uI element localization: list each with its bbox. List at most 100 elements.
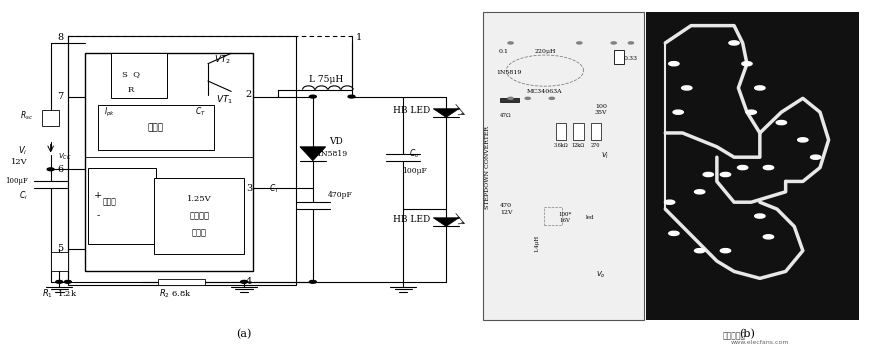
Text: $V_i$: $V_i$ (18, 144, 27, 156)
Text: 3: 3 (246, 184, 252, 193)
Text: HB LED: HB LED (393, 106, 430, 115)
Circle shape (241, 281, 248, 283)
Circle shape (754, 214, 765, 218)
Polygon shape (433, 109, 459, 117)
Bar (87, 168, 156, 244)
Text: L 75μH: L 75μH (309, 75, 343, 84)
Text: www.elecfans.com: www.elecfans.com (731, 340, 789, 345)
Text: STEPDOWN CONVERTER: STEPDOWN CONVERTER (485, 126, 490, 209)
Text: 2: 2 (246, 90, 252, 99)
Bar (556, 122, 567, 140)
Text: 0.1: 0.1 (498, 49, 509, 54)
Circle shape (810, 155, 821, 159)
Circle shape (549, 97, 554, 99)
Text: 4: 4 (246, 277, 252, 286)
Circle shape (56, 281, 63, 283)
Text: $C_T$: $C_T$ (195, 106, 206, 118)
Bar (51, 252, 68, 272)
Text: 1N5819: 1N5819 (496, 70, 521, 75)
Bar (154, 178, 244, 254)
Text: 3.6kΩ: 3.6kΩ (554, 143, 568, 148)
Circle shape (695, 248, 705, 253)
Circle shape (669, 231, 679, 236)
Text: $V_{CC}$: $V_{CC}$ (58, 152, 71, 162)
Circle shape (577, 42, 582, 44)
Bar (590, 122, 601, 140)
Text: $C_o$: $C_o$ (409, 148, 419, 160)
Text: 8: 8 (58, 33, 64, 42)
Text: $R_1$  1.2k: $R_1$ 1.2k (42, 288, 77, 300)
Text: $VT_1$: $VT_1$ (216, 94, 233, 106)
Circle shape (695, 190, 705, 194)
Text: 12V: 12V (500, 210, 512, 215)
Circle shape (348, 95, 355, 98)
Bar (158, 279, 205, 284)
Circle shape (738, 165, 748, 170)
Text: 7: 7 (58, 92, 64, 101)
Circle shape (776, 120, 787, 125)
Text: $R_{sc}$: $R_{sc}$ (20, 109, 33, 122)
Bar (68, 36, 296, 285)
Text: 振荡器: 振荡器 (148, 123, 164, 132)
Bar (574, 122, 584, 140)
Bar (646, 12, 859, 320)
Polygon shape (433, 218, 459, 227)
Text: 100: 100 (595, 104, 607, 110)
Text: 100*: 100* (558, 212, 572, 217)
Text: (a): (a) (237, 329, 251, 339)
Circle shape (65, 281, 72, 283)
Text: 内部基准: 内部基准 (189, 212, 210, 220)
Text: 12kΩ: 12kΩ (572, 143, 585, 148)
Text: 1.4μH: 1.4μH (534, 235, 539, 252)
Text: $VT_2$: $VT_2$ (214, 54, 231, 67)
Circle shape (682, 86, 692, 90)
Polygon shape (300, 147, 326, 161)
Text: 5: 5 (58, 244, 64, 253)
Text: 470pF: 470pF (328, 191, 353, 199)
Text: 1: 1 (356, 33, 362, 42)
Text: -: - (96, 211, 100, 221)
Circle shape (763, 235, 773, 239)
Circle shape (309, 281, 316, 283)
Text: VD: VD (329, 137, 343, 146)
Text: 100μF: 100μF (402, 167, 427, 175)
Text: R: R (127, 86, 134, 94)
Circle shape (508, 97, 513, 99)
Text: 12V: 12V (10, 158, 27, 166)
Circle shape (611, 42, 616, 44)
Bar (85, 53, 252, 272)
Text: led: led (586, 215, 594, 220)
Text: 47Ω: 47Ω (499, 113, 512, 118)
Text: 0.33: 0.33 (624, 56, 638, 61)
Text: 470: 470 (500, 203, 512, 208)
Text: 1.25V: 1.25V (187, 195, 211, 203)
Text: 稳压器: 稳压器 (192, 229, 207, 237)
Circle shape (798, 138, 808, 142)
Circle shape (673, 110, 684, 114)
Circle shape (508, 42, 513, 44)
Text: $V_o$: $V_o$ (596, 270, 606, 280)
Circle shape (664, 200, 675, 204)
Text: $C_i$: $C_i$ (18, 189, 27, 201)
Text: $R_2$ 6.8k: $R_2$ 6.8k (159, 288, 192, 300)
Text: 35V: 35V (595, 110, 607, 116)
Bar (42, 110, 59, 126)
Text: 6: 6 (58, 165, 64, 174)
Bar (98, 105, 214, 150)
Text: 比较器: 比较器 (102, 198, 116, 206)
Text: 电子发烧友: 电子发烧友 (723, 331, 746, 340)
Text: $C_T$: $C_T$ (269, 182, 279, 195)
Circle shape (742, 62, 753, 66)
Text: +: + (93, 191, 102, 200)
Text: $V_i$: $V_i$ (601, 150, 609, 161)
Text: 270: 270 (591, 143, 601, 148)
Text: (b): (b) (739, 329, 755, 339)
Circle shape (526, 97, 530, 99)
Circle shape (746, 110, 756, 114)
Circle shape (703, 172, 713, 177)
Circle shape (669, 62, 679, 66)
Circle shape (47, 168, 54, 171)
Bar (614, 50, 624, 64)
Bar (111, 53, 167, 98)
Text: S  Q: S Q (121, 70, 140, 78)
